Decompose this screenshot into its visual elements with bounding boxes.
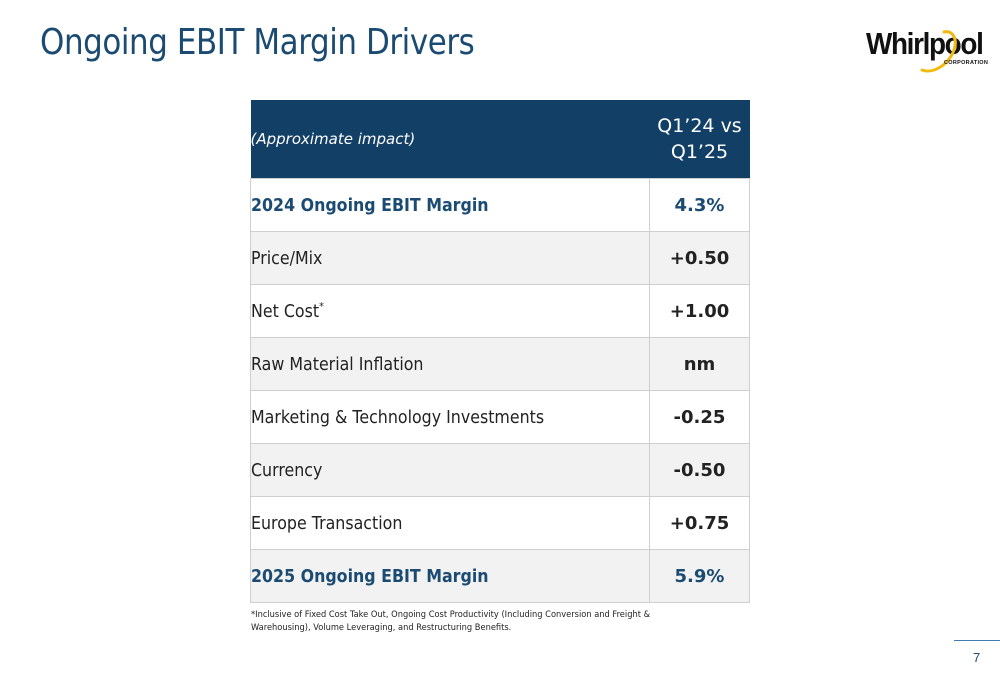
row-label: Marketing & Technology Investments <box>250 390 650 444</box>
logo-swoosh-icon <box>920 30 957 73</box>
table-row: Europe Transaction +0.75 <box>250 496 750 550</box>
row-label: 2025 Ongoing EBIT Margin <box>250 549 650 603</box>
header-period: Q1’24 vs Q1’25 <box>649 100 750 179</box>
footnote-marker: * <box>319 300 324 313</box>
table-row: Net Cost* +1.00 <box>250 284 750 338</box>
row-value: nm <box>649 337 750 391</box>
ebit-margin-drivers-table: (Approximate impact) Q1’24 vs Q1’25 2024… <box>250 100 750 603</box>
row-value: 4.3% <box>649 178 750 232</box>
row-label: Price/Mix <box>250 231 650 285</box>
footnote: *Inclusive of Fixed Cost Take Out, Ongoi… <box>251 610 651 633</box>
row-value: +0.50 <box>649 231 750 285</box>
row-value: +0.75 <box>649 496 750 550</box>
table-row: Price/Mix +0.50 <box>250 231 750 285</box>
row-value: +1.00 <box>649 284 750 338</box>
row-label: Raw Material Inflation <box>250 337 650 391</box>
row-label: Net Cost* <box>250 284 650 338</box>
table-row: 2024 Ongoing EBIT Margin 4.3% <box>250 178 750 232</box>
table-row: Raw Material Inflation nm <box>250 337 750 391</box>
row-label: Europe Transaction <box>250 496 650 550</box>
header-period-line1: Q1’24 vs <box>657 115 742 137</box>
table-row: 2025 Ongoing EBIT Margin 5.9% <box>250 549 750 603</box>
whirlpool-logo: Whirlpool CORPORATION <box>866 26 989 76</box>
table-header-row: (Approximate impact) Q1’24 vs Q1’25 <box>250 100 750 179</box>
page-number-divider <box>954 640 1000 641</box>
row-label: 2024 Ongoing EBIT Margin <box>250 178 650 232</box>
logo-wordmark: Whirlpool <box>866 26 984 61</box>
row-value: -0.25 <box>649 390 750 444</box>
page-number: 7 <box>973 650 981 665</box>
slide-title: Ongoing EBIT Margin Drivers <box>40 22 475 63</box>
header-period-line2: Q1’25 <box>670 141 729 163</box>
table-row: Currency -0.50 <box>250 443 750 497</box>
row-value: -0.50 <box>649 443 750 497</box>
row-label: Currency <box>250 443 650 497</box>
row-value: 5.9% <box>649 549 750 603</box>
logo-subtext: CORPORATION <box>944 60 989 66</box>
table-row: Marketing & Technology Investments -0.25 <box>250 390 750 444</box>
header-approximate-impact: (Approximate impact) <box>250 100 650 179</box>
